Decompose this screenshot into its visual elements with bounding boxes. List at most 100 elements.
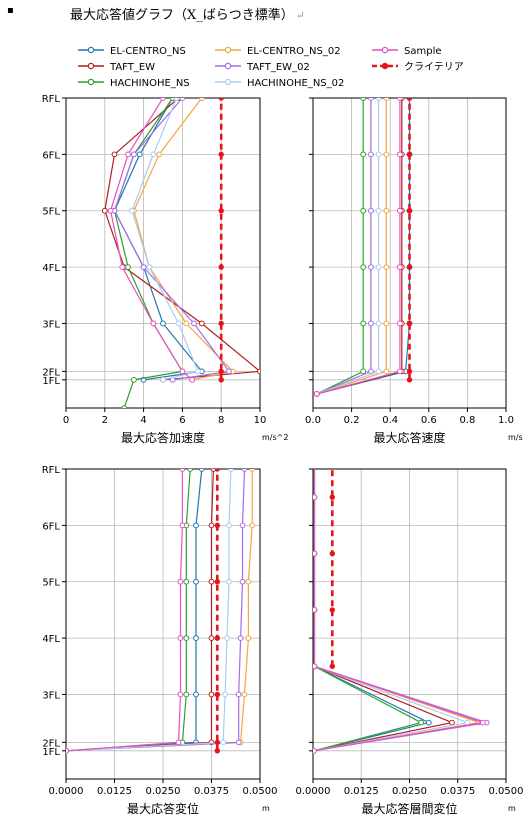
series-line bbox=[113, 98, 184, 408]
data-point bbox=[249, 522, 256, 529]
data-point bbox=[237, 635, 244, 641]
data-point bbox=[224, 635, 230, 641]
y-tick-label: 5FL bbox=[42, 578, 60, 589]
grid bbox=[65, 97, 261, 408]
data-point bbox=[214, 691, 221, 698]
return-mark-icon: ↵ bbox=[295, 9, 305, 22]
data-point bbox=[214, 522, 221, 529]
data-point bbox=[175, 739, 182, 746]
data-point bbox=[214, 748, 221, 754]
data-point bbox=[129, 207, 135, 214]
x-axis-label: 最大応答加速度 bbox=[121, 430, 205, 445]
series-line bbox=[316, 98, 401, 395]
legend-label: Sample bbox=[404, 46, 442, 57]
series-line bbox=[313, 469, 480, 752]
legend-label: TAFT_EW_02 bbox=[246, 62, 310, 73]
data-point bbox=[406, 208, 413, 214]
data-point bbox=[406, 368, 413, 375]
data-point bbox=[214, 579, 221, 585]
data-point bbox=[208, 522, 215, 529]
data-point bbox=[396, 320, 403, 327]
series-line bbox=[316, 98, 403, 395]
legend-swatch-marker bbox=[381, 62, 389, 70]
bullet-marker: ▪ bbox=[7, 5, 14, 16]
data-point bbox=[383, 207, 390, 214]
y-tick-label: 5FL bbox=[42, 207, 60, 218]
series-taft-ew-02 bbox=[313, 98, 374, 397]
data-point bbox=[150, 320, 157, 327]
data-point bbox=[121, 405, 128, 408]
data-point bbox=[146, 264, 153, 270]
legend-label: クライテリア bbox=[404, 61, 464, 73]
legend-item-hachinohe-ns-02: HACHINOHE_NS_02 bbox=[215, 78, 344, 89]
data-point bbox=[360, 207, 367, 214]
data-point bbox=[360, 264, 367, 270]
data-point bbox=[191, 320, 197, 327]
data-point bbox=[368, 151, 374, 158]
data-point bbox=[107, 207, 114, 214]
data-point bbox=[239, 578, 246, 585]
x-tick-label: 0.0375 bbox=[194, 786, 229, 797]
legend-swatch-marker bbox=[224, 46, 232, 54]
series-hachinohe-ns bbox=[313, 469, 424, 754]
y-tick-label: 6FL bbox=[42, 521, 60, 532]
data-point bbox=[226, 368, 232, 375]
y-tick-label: 2FL bbox=[42, 367, 60, 378]
data-point bbox=[218, 98, 224, 101]
data-point bbox=[406, 320, 413, 327]
x-tick-label: 0.2 bbox=[344, 415, 360, 426]
data-point bbox=[160, 376, 166, 383]
series-el-centro-ns bbox=[111, 98, 205, 383]
data-point bbox=[214, 739, 221, 746]
series-sample bbox=[107, 98, 196, 383]
data-point bbox=[313, 747, 317, 754]
data-point bbox=[312, 438, 317, 443]
legend-label: EL-CENTRO_NS_02 bbox=[247, 46, 341, 57]
x-axis-label: 最大応答速度 bbox=[373, 430, 445, 445]
data-point bbox=[383, 264, 390, 270]
y-tick-label: 1FL bbox=[42, 376, 60, 387]
data-point bbox=[125, 151, 131, 158]
data-point bbox=[193, 691, 199, 698]
data-point bbox=[179, 98, 186, 101]
legend-item-taft-ew: TAFT_EW bbox=[78, 62, 155, 73]
data-point bbox=[226, 578, 232, 585]
legend-swatch-marker bbox=[381, 46, 389, 54]
x-axis-label: 最大応答層間変位 bbox=[361, 801, 457, 816]
data-point bbox=[131, 376, 137, 383]
x-tick-label: 10 bbox=[254, 415, 267, 426]
series-line bbox=[313, 469, 423, 752]
series-line bbox=[313, 469, 487, 752]
data-point bbox=[226, 522, 232, 529]
x-axis-unit: m bbox=[508, 804, 516, 813]
series-line bbox=[113, 98, 231, 381]
y-tick-label: 1FL bbox=[42, 747, 60, 758]
data-point bbox=[383, 151, 390, 158]
data-point bbox=[214, 469, 221, 472]
data-point bbox=[183, 578, 190, 585]
x-tick-label: 0.0375 bbox=[440, 786, 475, 797]
data-point bbox=[193, 522, 199, 529]
legend-label: EL-CENTRO_NS bbox=[110, 46, 186, 57]
x-tick-label: 0.0250 bbox=[392, 786, 427, 797]
page-heading: ▪ 最大応答値グラフ（X_ばらつき標準） ↵ bbox=[0, 0, 532, 26]
series-line bbox=[66, 469, 183, 752]
data-point bbox=[177, 578, 184, 585]
x-tick-label: 0.0000 bbox=[49, 786, 84, 797]
data-point bbox=[375, 151, 382, 158]
x-tick-label: 0.8 bbox=[459, 415, 475, 426]
data-point bbox=[220, 739, 227, 746]
series-line bbox=[66, 469, 203, 752]
data-point bbox=[160, 320, 166, 327]
data-point bbox=[375, 368, 382, 375]
legend-item-taft-ew-02: TAFT_EW_02 bbox=[215, 62, 310, 73]
data-point bbox=[208, 691, 215, 698]
data-point bbox=[425, 719, 432, 726]
data-point bbox=[329, 607, 335, 613]
data-point bbox=[111, 151, 118, 158]
x-tick-label: 0.0000 bbox=[296, 786, 331, 797]
data-point bbox=[195, 368, 201, 375]
chart-panel-4: 0.0000 0.0125 0.0250 0.0375 0.0500 最大応答層間変位 m bbox=[296, 438, 524, 816]
data-point bbox=[406, 98, 413, 101]
